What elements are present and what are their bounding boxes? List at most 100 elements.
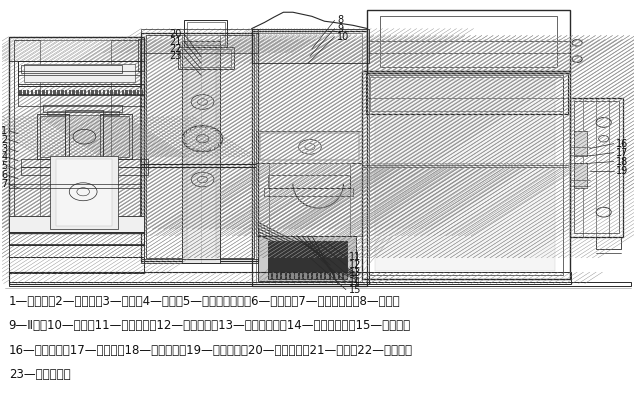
Text: 9: 9 (337, 24, 343, 33)
Text: 2: 2 (1, 135, 8, 144)
Bar (313, 273, 316, 279)
Bar (138, 39, 145, 71)
Bar (146, 35, 183, 258)
Text: 18: 18 (616, 157, 628, 166)
Bar (181, 49, 231, 67)
Bar (335, 273, 338, 279)
Bar (53, 90, 56, 95)
Text: 11: 11 (349, 252, 361, 262)
Text: 1: 1 (1, 126, 8, 135)
Bar (331, 273, 333, 279)
Bar (65, 110, 103, 163)
Bar (363, 71, 569, 279)
Bar (107, 90, 109, 95)
Bar (220, 35, 254, 258)
Bar (282, 273, 285, 279)
Text: 23: 23 (169, 51, 182, 61)
Text: 8: 8 (337, 16, 343, 25)
Bar (30, 90, 33, 95)
Bar (574, 131, 586, 156)
Bar (118, 90, 120, 95)
Bar (256, 131, 363, 163)
Bar (268, 175, 350, 188)
Bar (380, 16, 557, 67)
Bar (278, 273, 280, 279)
Text: 16—主电动机；17—减速器；18—电动机座；19—小皮带轮；20—上法兰盘；21—小轴；22—编码器；: 16—主电动机；17—减速器；18—电动机座；19—小皮带轮；20—上法兰盘；2… (9, 344, 413, 357)
Bar (95, 90, 98, 95)
Bar (9, 216, 145, 233)
Bar (137, 90, 139, 95)
Text: 19: 19 (616, 166, 628, 175)
Text: 21: 21 (169, 37, 182, 47)
Bar (114, 90, 117, 95)
Bar (344, 273, 347, 279)
Bar (178, 47, 233, 69)
Bar (183, 41, 220, 263)
Bar (103, 90, 105, 95)
Bar (141, 29, 258, 53)
Bar (252, 29, 369, 63)
Bar (256, 33, 363, 282)
Text: 16: 16 (616, 139, 628, 149)
Bar (46, 90, 48, 95)
Bar (38, 90, 41, 95)
Bar (133, 90, 136, 95)
Bar (22, 159, 148, 167)
Text: 6: 6 (1, 171, 8, 180)
Bar (146, 35, 254, 258)
Bar (18, 84, 145, 95)
Bar (129, 90, 132, 95)
Bar (103, 116, 129, 157)
Bar (350, 163, 363, 236)
Bar (141, 33, 258, 261)
Bar (22, 167, 148, 175)
Bar (49, 90, 52, 95)
Text: 20: 20 (169, 29, 182, 39)
Bar (258, 236, 356, 281)
Bar (273, 273, 276, 279)
Bar (80, 90, 82, 95)
Bar (84, 90, 86, 95)
Bar (91, 90, 94, 95)
Bar (141, 90, 143, 95)
Bar (9, 37, 145, 61)
Bar (100, 114, 132, 159)
Bar (25, 64, 135, 82)
Bar (27, 90, 30, 95)
Bar (99, 90, 101, 95)
Bar (9, 257, 145, 273)
Text: 1—工作台；2—齿圈座；3—齿圈；4—压环；5—交叉滚子轴承；6—法兰盘；7—工作台底座；8—齿轮；: 1—工作台；2—齿圈座；3—齿圈；4—压环；5—交叉滚子轴承；6—法兰盘；7—工… (9, 295, 400, 308)
Bar (366, 73, 567, 114)
Bar (46, 111, 119, 115)
Bar (65, 90, 67, 95)
Bar (57, 90, 60, 95)
Bar (295, 273, 298, 279)
Bar (252, 31, 367, 286)
Bar (9, 37, 145, 233)
Bar (20, 90, 22, 95)
Bar (72, 90, 75, 95)
Bar (76, 90, 79, 95)
Bar (14, 40, 140, 229)
Bar (356, 272, 571, 284)
Bar (256, 163, 269, 236)
Text: 9—Ⅱ轴；10—立柱；11—联组皮带；12—大皮带轮；13—卸荷法兰盘；14—深沟球轴承；15—花键套；: 9—Ⅱ轴；10—立柱；11—联组皮带；12—大皮带轮；13—卸荷法兰盘；14—深… (9, 319, 411, 332)
Bar (111, 40, 140, 229)
Bar (9, 282, 631, 286)
Bar (258, 236, 356, 281)
Bar (596, 237, 621, 249)
Bar (141, 259, 258, 263)
Bar (309, 273, 311, 279)
Text: 23—下法兰盘。: 23—下法兰盘。 (9, 368, 70, 381)
Bar (268, 241, 347, 279)
Text: 5: 5 (1, 162, 8, 171)
Bar (287, 273, 289, 279)
Text: 7: 7 (1, 180, 8, 189)
Bar (187, 22, 224, 45)
Bar (269, 273, 271, 279)
Bar (49, 156, 118, 229)
Bar (18, 61, 141, 86)
Text: 4: 4 (1, 153, 8, 162)
Bar (110, 90, 113, 95)
Bar (260, 133, 359, 160)
